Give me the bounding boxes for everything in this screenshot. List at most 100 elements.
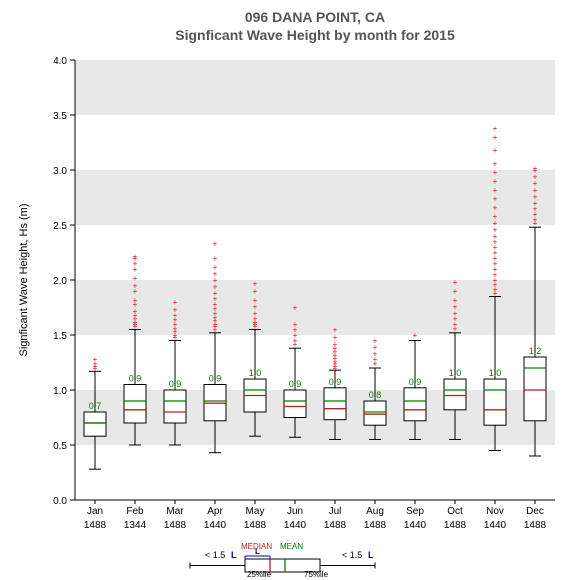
x-month-label: Dec bbox=[526, 506, 544, 517]
outlier-marker: + bbox=[173, 298, 178, 307]
y-tick-label: 2.5 bbox=[53, 221, 67, 232]
legend-whisker-L: L bbox=[368, 550, 374, 560]
y-tick-label: 2.0 bbox=[53, 276, 67, 287]
outlier-marker: + bbox=[533, 164, 538, 173]
grid-band bbox=[75, 280, 555, 335]
outlier-marker: + bbox=[493, 168, 498, 177]
x-month-label: Apr bbox=[207, 506, 223, 517]
mean-label: 0.9 bbox=[209, 374, 222, 384]
legend-median-label: MEDIAN bbox=[241, 542, 272, 551]
outlier-marker: + bbox=[253, 279, 258, 288]
outlier-marker: + bbox=[493, 133, 498, 142]
x-month-label: Feb bbox=[126, 506, 144, 517]
outlier-marker: + bbox=[373, 337, 378, 346]
y-tick-label: 1.5 bbox=[53, 331, 67, 342]
box bbox=[284, 390, 306, 418]
outlier-marker: + bbox=[213, 263, 218, 272]
x-month-label: Jan bbox=[87, 506, 103, 517]
x-month-label: Aug bbox=[366, 506, 384, 517]
x-count-label: 1440 bbox=[204, 520, 227, 531]
y-tick-label: 1.0 bbox=[53, 386, 67, 397]
outlier-marker: + bbox=[493, 159, 498, 168]
mean-label: 0.9 bbox=[129, 374, 142, 384]
outlier-marker: + bbox=[453, 296, 458, 305]
grid-band bbox=[75, 390, 555, 445]
mean-label: 1.0 bbox=[449, 368, 462, 378]
outlier-marker: + bbox=[453, 287, 458, 296]
legend-q3: 75%ile bbox=[304, 570, 329, 579]
box bbox=[124, 385, 146, 424]
outlier-marker: + bbox=[133, 296, 138, 305]
outlier-marker: + bbox=[493, 195, 498, 204]
outlier-marker: + bbox=[93, 355, 98, 364]
outlier-marker: + bbox=[133, 282, 138, 291]
box bbox=[324, 388, 346, 420]
x-count-label: 1488 bbox=[444, 520, 467, 531]
box bbox=[404, 388, 426, 421]
x-count-label: 1488 bbox=[524, 520, 547, 531]
outlier-marker: + bbox=[293, 304, 298, 313]
outlier-marker: + bbox=[493, 212, 498, 221]
x-count-label: 1488 bbox=[84, 520, 107, 531]
mean-label: 0.8 bbox=[369, 390, 382, 400]
mean-label: 1.2 bbox=[529, 346, 542, 356]
outlier-marker: + bbox=[493, 203, 498, 212]
x-count-label: 1344 bbox=[124, 520, 147, 531]
chart-title-2: Signficant Wave Height by month for 2015 bbox=[175, 27, 455, 43]
x-month-label: Jul bbox=[329, 506, 342, 517]
legend-q1: 25%ile bbox=[247, 570, 272, 579]
grid-band bbox=[75, 170, 555, 225]
mean-label: 0.9 bbox=[169, 379, 182, 389]
x-count-label: 1440 bbox=[404, 520, 427, 531]
outlier-marker: + bbox=[253, 287, 258, 296]
mean-label: 0.9 bbox=[289, 379, 302, 389]
x-count-label: 1488 bbox=[324, 520, 347, 531]
mean-label: 0.7 bbox=[89, 401, 102, 411]
x-count-label: 1488 bbox=[244, 520, 267, 531]
outlier-marker: + bbox=[213, 254, 218, 263]
outlier-marker: + bbox=[293, 320, 298, 329]
outlier-marker: + bbox=[413, 331, 418, 340]
x-month-label: Jun bbox=[287, 506, 303, 517]
x-count-label: 1440 bbox=[284, 520, 307, 531]
mean-label: 0.9 bbox=[409, 377, 422, 387]
box bbox=[84, 412, 106, 436]
outlier-marker: + bbox=[253, 296, 258, 305]
x-count-label: 1440 bbox=[484, 520, 507, 531]
outlier-marker: + bbox=[453, 278, 458, 287]
legend-whisker-text: < 1.5 bbox=[205, 550, 225, 560]
x-month-label: Oct bbox=[447, 506, 463, 517]
x-month-label: Mar bbox=[166, 506, 184, 517]
x-month-label: Nov bbox=[486, 506, 504, 517]
outlier-marker: + bbox=[333, 326, 338, 335]
y-tick-label: 3.5 bbox=[53, 111, 67, 122]
y-axis-label: Signficant Wave Height, Hs (m) bbox=[18, 203, 30, 356]
legend-mean-label: MEAN bbox=[280, 542, 303, 551]
y-tick-label: 3.0 bbox=[53, 166, 67, 177]
legend-whisker-text: < 1.5 bbox=[342, 550, 362, 560]
outlier-marker: + bbox=[133, 274, 138, 283]
y-tick-label: 4.0 bbox=[53, 56, 67, 67]
outlier-marker: + bbox=[493, 124, 498, 133]
boxplot-chart: 0.0 0.5 1.0 1.5 2.0 2.5 3.0 3.5 4.0 Signficant Wa… bbox=[0, 0, 575, 580]
y-tick-label: 0.5 bbox=[53, 441, 67, 452]
legend-whisker-L: L bbox=[231, 550, 237, 560]
mean-label: 1.0 bbox=[489, 368, 502, 378]
mean-label: 0.9 bbox=[329, 377, 342, 387]
chart-title-1: 096 DANA POINT, CA bbox=[245, 9, 385, 25]
mean-label: 1.0 bbox=[249, 368, 262, 378]
x-count-label: 1488 bbox=[364, 520, 387, 531]
box bbox=[364, 401, 386, 425]
x-count-label: 1488 bbox=[164, 520, 187, 531]
y-tick-label: 0.0 bbox=[53, 496, 67, 507]
grid-band bbox=[75, 60, 555, 115]
outlier-marker: + bbox=[133, 252, 138, 261]
box bbox=[484, 379, 506, 425]
outlier-marker: + bbox=[213, 240, 218, 249]
outlier-marker: + bbox=[333, 333, 338, 342]
outlier-marker: + bbox=[493, 177, 498, 186]
outlier-marker: + bbox=[493, 146, 498, 155]
box bbox=[524, 357, 546, 421]
outlier-marker: + bbox=[493, 186, 498, 195]
outlier-marker: + bbox=[173, 306, 178, 315]
